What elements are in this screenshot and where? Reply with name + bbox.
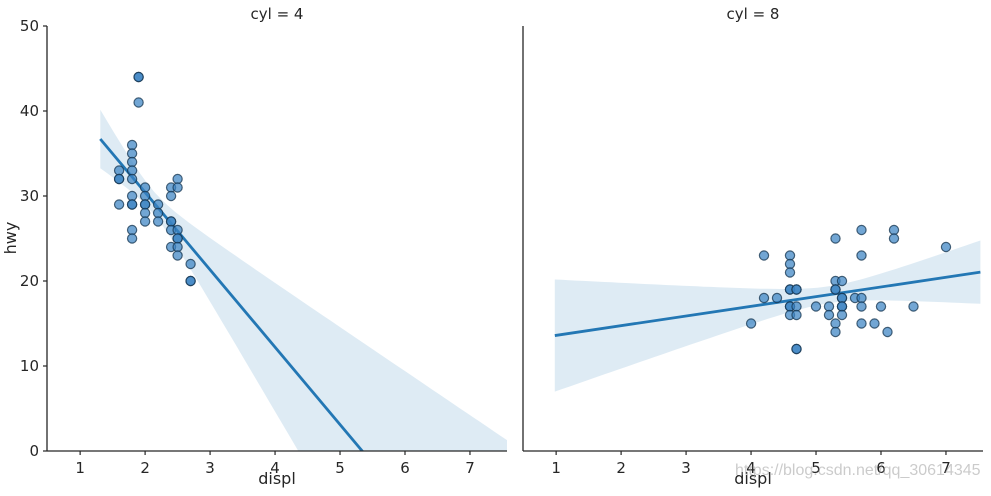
scatter-point: [791, 284, 802, 295]
scatter-point: [830, 233, 841, 244]
scatter-point: [830, 326, 841, 338]
scatter-point: [856, 292, 867, 304]
scatter-point: [126, 139, 138, 151]
x-axis-tick-label: 3: [681, 459, 691, 477]
scatter-point: [165, 216, 177, 227]
scatter-point: [856, 318, 867, 329]
scatter-point: [836, 301, 848, 312]
x-axis-tick-label: 5: [335, 459, 345, 477]
x-axis-tick-label: 7: [465, 459, 475, 477]
scatter-point: [126, 224, 138, 236]
scatter-point: [758, 292, 770, 304]
scatter-point: [113, 173, 125, 185]
scatter-point: [126, 199, 138, 210]
facet-title-cyl4: cyl = 4: [251, 5, 304, 23]
scatter-point: [172, 233, 183, 244]
x-axis-tick-label: 1: [75, 459, 85, 477]
scatter-point: [152, 216, 164, 227]
scatter-point: [139, 190, 151, 202]
x-axis-label-right: displ: [734, 469, 772, 488]
scatter-point: [172, 182, 183, 193]
scatter-point: [126, 148, 138, 159]
scatter-point: [185, 258, 196, 270]
scatter-point: [784, 258, 796, 270]
x-axis-label-left: displ: [258, 469, 296, 488]
x-axis-tick-label: 6: [400, 459, 410, 477]
scatter-point: [152, 199, 164, 210]
scatter-point: [113, 165, 125, 176]
scatter-point: [836, 309, 848, 321]
scatter-point: [823, 309, 835, 321]
scatter-point: [888, 233, 900, 244]
x-axis-tick-label: 1: [551, 459, 561, 477]
scatter-point: [771, 292, 783, 304]
scatter-point: [172, 224, 183, 236]
x-axis-tick-label: 6: [876, 459, 886, 477]
y-axis-tick-label: 40: [20, 102, 39, 120]
scatter-point: [836, 275, 848, 287]
scatter-point: [152, 207, 164, 219]
y-axis-tick-label: 0: [29, 442, 39, 460]
confidence-band: [100, 109, 507, 451]
scatter-point: [791, 343, 802, 355]
scatter-point: [745, 318, 757, 329]
scatter-point: [139, 207, 151, 219]
scatter-point: [823, 301, 835, 312]
y-axis-tick-label: 20: [20, 272, 39, 290]
scatter-point: [791, 301, 802, 312]
scatter-point: [172, 250, 183, 261]
scatter-point: [126, 165, 138, 176]
x-axis-tick-label: 4: [270, 459, 280, 477]
scatter-point: [830, 284, 841, 295]
scatter-point: [165, 190, 177, 202]
x-axis-tick-label: 2: [616, 459, 626, 477]
scatter-point: [133, 97, 144, 108]
x-axis-tick-label: 5: [811, 459, 821, 477]
facet-panel-cyl8: cyl = 8 displ 1 2 3 4 5 6 7: [522, 5, 983, 488]
confidence-band: [554, 240, 981, 392]
facet-title-cyl8: cyl = 8: [727, 5, 780, 23]
scatter-point: [139, 199, 151, 210]
scatter-point: [172, 173, 183, 185]
regression-line: [554, 270, 981, 337]
scatter-point: [836, 292, 848, 304]
scatter-point: [113, 199, 125, 210]
facet-panel-cyl4: cyl = 4 displ hwy 1 2 3 4 5 6 7 0 10 20 30 40 50: [1, 5, 507, 488]
scatter-point: [133, 71, 144, 83]
scatter-point: [791, 309, 802, 321]
y-axis-label: hwy: [1, 222, 20, 255]
scatter-point: [126, 173, 138, 185]
scatter-point: [856, 301, 867, 312]
scatter-point: [856, 250, 867, 261]
scatter-point: [810, 301, 822, 312]
scatter-point: [888, 224, 900, 236]
scatter-point: [126, 156, 138, 168]
scatter-point: [758, 250, 770, 261]
x-axis-tick-label: 4: [746, 459, 756, 477]
scatter-point: [869, 318, 880, 329]
x-axis-tick-label: 2: [140, 459, 150, 477]
scatter-point: [139, 182, 151, 193]
scatter-point: [940, 241, 952, 253]
y-axis-tick-label: 50: [20, 17, 39, 35]
scatter-point: [139, 216, 151, 227]
x-axis-tick-label: 7: [941, 459, 951, 477]
scatter-point: [830, 318, 841, 329]
scatter-point: [784, 267, 796, 278]
x-axis-tick-label: 3: [205, 459, 215, 477]
scatter-point: [126, 190, 138, 202]
scatter-point: [882, 326, 893, 338]
scatter-point: [908, 301, 919, 312]
y-axis-tick-label: 10: [20, 357, 39, 375]
scatter-point: [185, 275, 196, 287]
scatter-point: [172, 241, 183, 253]
y-axis-tick-label: 30: [20, 187, 39, 205]
scatter-point: [856, 224, 867, 236]
scatter-point: [875, 301, 887, 312]
scatter-point: [784, 250, 796, 261]
scatter-point: [126, 233, 138, 244]
